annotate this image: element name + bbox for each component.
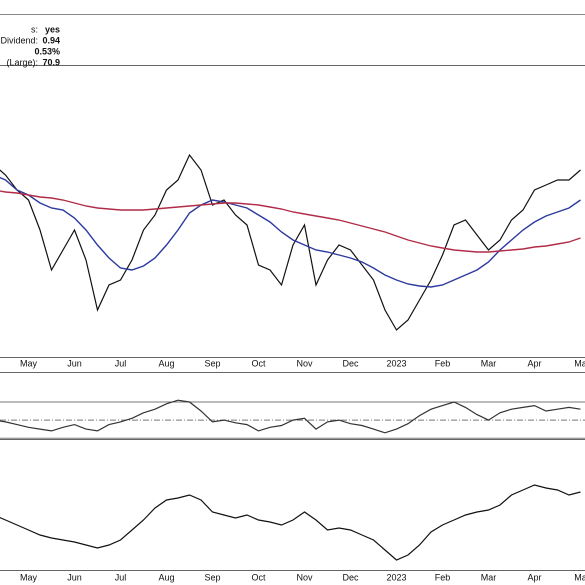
x-tick-label: Apr: [527, 358, 541, 368]
info-value: yes: [45, 24, 60, 34]
x-tick-label: Oct: [251, 572, 266, 582]
series-line: [0, 484, 581, 561]
price-panel: [0, 65, 585, 358]
x-tick-label: Jul: [115, 572, 127, 582]
x-tick-label: Sep: [204, 572, 220, 582]
series-line: [0, 190, 581, 253]
x-tick-label: Aug: [158, 358, 174, 368]
info-value: 0.53%: [34, 46, 60, 56]
x-tick-label: Jun: [67, 358, 82, 368]
series-line: [0, 176, 581, 288]
info-label: (Large):: [6, 57, 38, 67]
x-tick-label: Feb: [435, 572, 451, 582]
x-tick-label: May: [20, 358, 38, 368]
x-tick-label: Oct: [251, 358, 266, 368]
x-tick-label: Aug: [158, 572, 174, 582]
x-tick-label: Jun: [67, 572, 82, 582]
x-tick-label: Mar: [481, 358, 497, 368]
x-tick-label: Sep: [204, 358, 220, 368]
info-label: s:: [31, 24, 38, 34]
x-tick-label: May: [20, 572, 38, 582]
x-tick-label: Dec: [342, 358, 359, 368]
x-tick-label: 2023: [386, 572, 406, 582]
x-tick-label: Nov: [296, 572, 313, 582]
x-tick-label: Ma: [574, 358, 585, 368]
x-tick-label: Nov: [296, 358, 313, 368]
series-line: [0, 153, 581, 331]
lower-panel: [0, 439, 585, 571]
x-tick-label: Feb: [435, 358, 451, 368]
x-tick-label: Jul: [115, 358, 127, 368]
x-tick-label: Apr: [527, 572, 541, 582]
x-tick-label: 2023: [386, 358, 406, 368]
info-label: al Dividend:: [0, 35, 38, 45]
series-line: [0, 399, 581, 434]
x-tick-label: Mar: [481, 572, 497, 582]
x-tick-label: Ma: [574, 572, 585, 582]
info-value: 70.9: [42, 57, 60, 67]
x-tick-label: Dec: [342, 572, 359, 582]
info-value: 0.94: [42, 35, 60, 45]
